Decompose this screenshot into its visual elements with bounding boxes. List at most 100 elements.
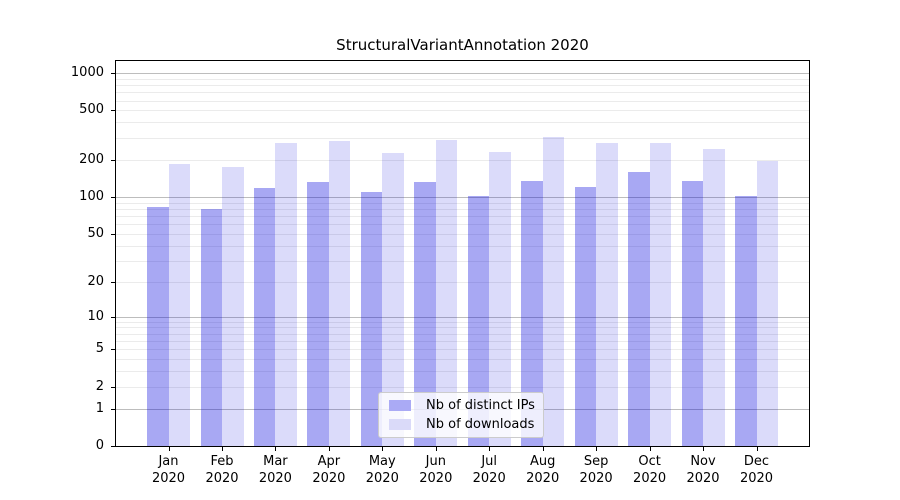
x-tick-mark bbox=[596, 447, 598, 451]
bar-ips-dec bbox=[735, 196, 757, 446]
bar-ips-nov bbox=[681, 180, 703, 446]
legend-label-distinct-ips: Nb of distinct IPs bbox=[426, 398, 535, 413]
gridline-minor bbox=[116, 215, 809, 217]
y-tick-mark bbox=[111, 159, 115, 161]
gridline-minor bbox=[116, 137, 809, 139]
y-tick-label: 500 bbox=[79, 102, 104, 118]
y-tick-mark bbox=[111, 233, 115, 235]
bar-downloads-may bbox=[382, 152, 404, 446]
y-tick-mark bbox=[111, 408, 115, 410]
gridline-minor bbox=[116, 122, 809, 124]
bar-ips-apr bbox=[307, 181, 329, 446]
bar-downloads-feb bbox=[222, 166, 244, 446]
y-axis: 0 1 2 5 10 20 50 100 200 500 1000 bbox=[0, 60, 115, 453]
x-tick-label-mar: Mar 2020 bbox=[258, 454, 292, 486]
y-tick-mark bbox=[111, 316, 115, 318]
bar-ips-mar bbox=[253, 188, 276, 446]
x-tick-mark bbox=[542, 447, 544, 451]
chart-title: StructuralVariantAnnotation 2020 bbox=[336, 36, 589, 54]
x-tick-mark bbox=[649, 447, 651, 451]
bar-downloads-apr bbox=[328, 140, 351, 446]
legend: Nb of distinct IPs Nb of downloads bbox=[378, 392, 544, 438]
y-tick-mark bbox=[111, 110, 115, 112]
gridline-minor bbox=[116, 321, 809, 323]
gridline-minor bbox=[116, 224, 809, 226]
y-tick-mark bbox=[111, 446, 115, 447]
x-tick-label-aug: Aug 2020 bbox=[526, 454, 560, 486]
y-tick-label: 50 bbox=[87, 225, 104, 241]
y-tick-mark bbox=[111, 386, 115, 388]
gridline-minor bbox=[116, 100, 809, 102]
bar-ips-jul bbox=[467, 196, 490, 446]
bar-downloads-nov bbox=[703, 148, 725, 446]
y-tick-label: 5 bbox=[95, 341, 104, 357]
gridline-minor bbox=[116, 386, 809, 388]
x-tick-mark bbox=[382, 447, 384, 451]
y-tick-label: 0 bbox=[95, 438, 104, 453]
x-tick-mark bbox=[756, 447, 758, 451]
plot-area bbox=[115, 60, 810, 447]
bar-downloads-jul bbox=[489, 152, 511, 446]
x-tick-label-jun: Jun 2020 bbox=[419, 454, 453, 486]
bar-ips-jan bbox=[147, 206, 169, 446]
x-tick-label-feb: Feb 2020 bbox=[205, 454, 239, 486]
y-tick-label: 2 bbox=[95, 378, 104, 394]
bar-downloads-dec bbox=[756, 160, 778, 446]
gridline-minor bbox=[116, 92, 809, 94]
gridline-minor bbox=[116, 78, 809, 80]
bar-ips-oct bbox=[628, 172, 650, 446]
x-tick-mark bbox=[222, 447, 223, 451]
gridline-minor bbox=[116, 359, 809, 361]
x-tick-mark bbox=[489, 447, 491, 451]
gridline-minor bbox=[116, 260, 809, 262]
y-tick-label: 1000 bbox=[70, 65, 104, 80]
legend-item-distinct-ips: Nb of distinct IPs bbox=[389, 398, 535, 413]
y-tick-label: 1 bbox=[95, 400, 104, 416]
y-tick-label: 20 bbox=[87, 273, 104, 289]
x-tick-label-apr: Apr 2020 bbox=[312, 454, 346, 486]
y-tick-label: 100 bbox=[79, 188, 104, 204]
gridline-minor bbox=[116, 327, 809, 329]
legend-swatch-distinct-ips-icon bbox=[389, 400, 411, 411]
x-tick-label-sep: Sep 2020 bbox=[579, 454, 613, 486]
bar-ips-aug bbox=[521, 180, 543, 446]
x-tick-label-may: May 2020 bbox=[365, 454, 399, 486]
gridline-major bbox=[116, 196, 809, 198]
bar-ips-jun bbox=[414, 182, 436, 446]
x-tick-label-jan: Jan 2020 bbox=[151, 454, 186, 486]
y-tick-mark bbox=[111, 281, 115, 283]
bar-ips-may bbox=[360, 191, 383, 446]
gridline-minor bbox=[116, 349, 809, 351]
x-tick-mark bbox=[275, 447, 277, 451]
legend-label-downloads: Nb of downloads bbox=[426, 417, 535, 432]
gridline-minor bbox=[116, 371, 809, 373]
x-tick-label-oct: Oct 2020 bbox=[633, 454, 667, 486]
x-axis: Jan 2020 Feb 2020 Mar 2020 Apr 2020 May 2020 Jun 20… bbox=[115, 447, 810, 497]
bar-downloads-aug bbox=[542, 136, 565, 446]
bar-downloads-mar bbox=[275, 142, 297, 446]
bar-downloads-oct bbox=[649, 142, 672, 446]
x-tick-label-dec: Dec 2020 bbox=[739, 454, 774, 486]
gridline-minor bbox=[116, 85, 809, 87]
bar-downloads-jun bbox=[435, 140, 458, 446]
bar-downloads-jan bbox=[168, 163, 190, 446]
y-tick-label: 10 bbox=[87, 308, 104, 324]
x-tick-label-nov: Nov 2020 bbox=[686, 454, 720, 486]
legend-swatch-downloads-icon bbox=[389, 419, 411, 430]
y-tick-mark bbox=[111, 73, 115, 74]
x-tick-label-jul: Jul 2020 bbox=[472, 454, 506, 486]
legend-item-downloads: Nb of downloads bbox=[389, 417, 535, 432]
y-tick-label: 200 bbox=[79, 151, 104, 167]
bar-ips-feb bbox=[200, 208, 222, 446]
gridline-minor bbox=[116, 208, 809, 210]
gridline-minor bbox=[116, 233, 809, 235]
gridline-minor bbox=[116, 333, 809, 335]
bar-ips-sep bbox=[574, 187, 597, 446]
gridline-minor bbox=[116, 202, 809, 204]
bar-downloads-sep bbox=[596, 143, 618, 446]
x-tick-mark bbox=[703, 447, 704, 451]
gridline-minor bbox=[116, 245, 809, 247]
gridline-major bbox=[116, 73, 809, 74]
gridline-minor bbox=[116, 281, 809, 283]
